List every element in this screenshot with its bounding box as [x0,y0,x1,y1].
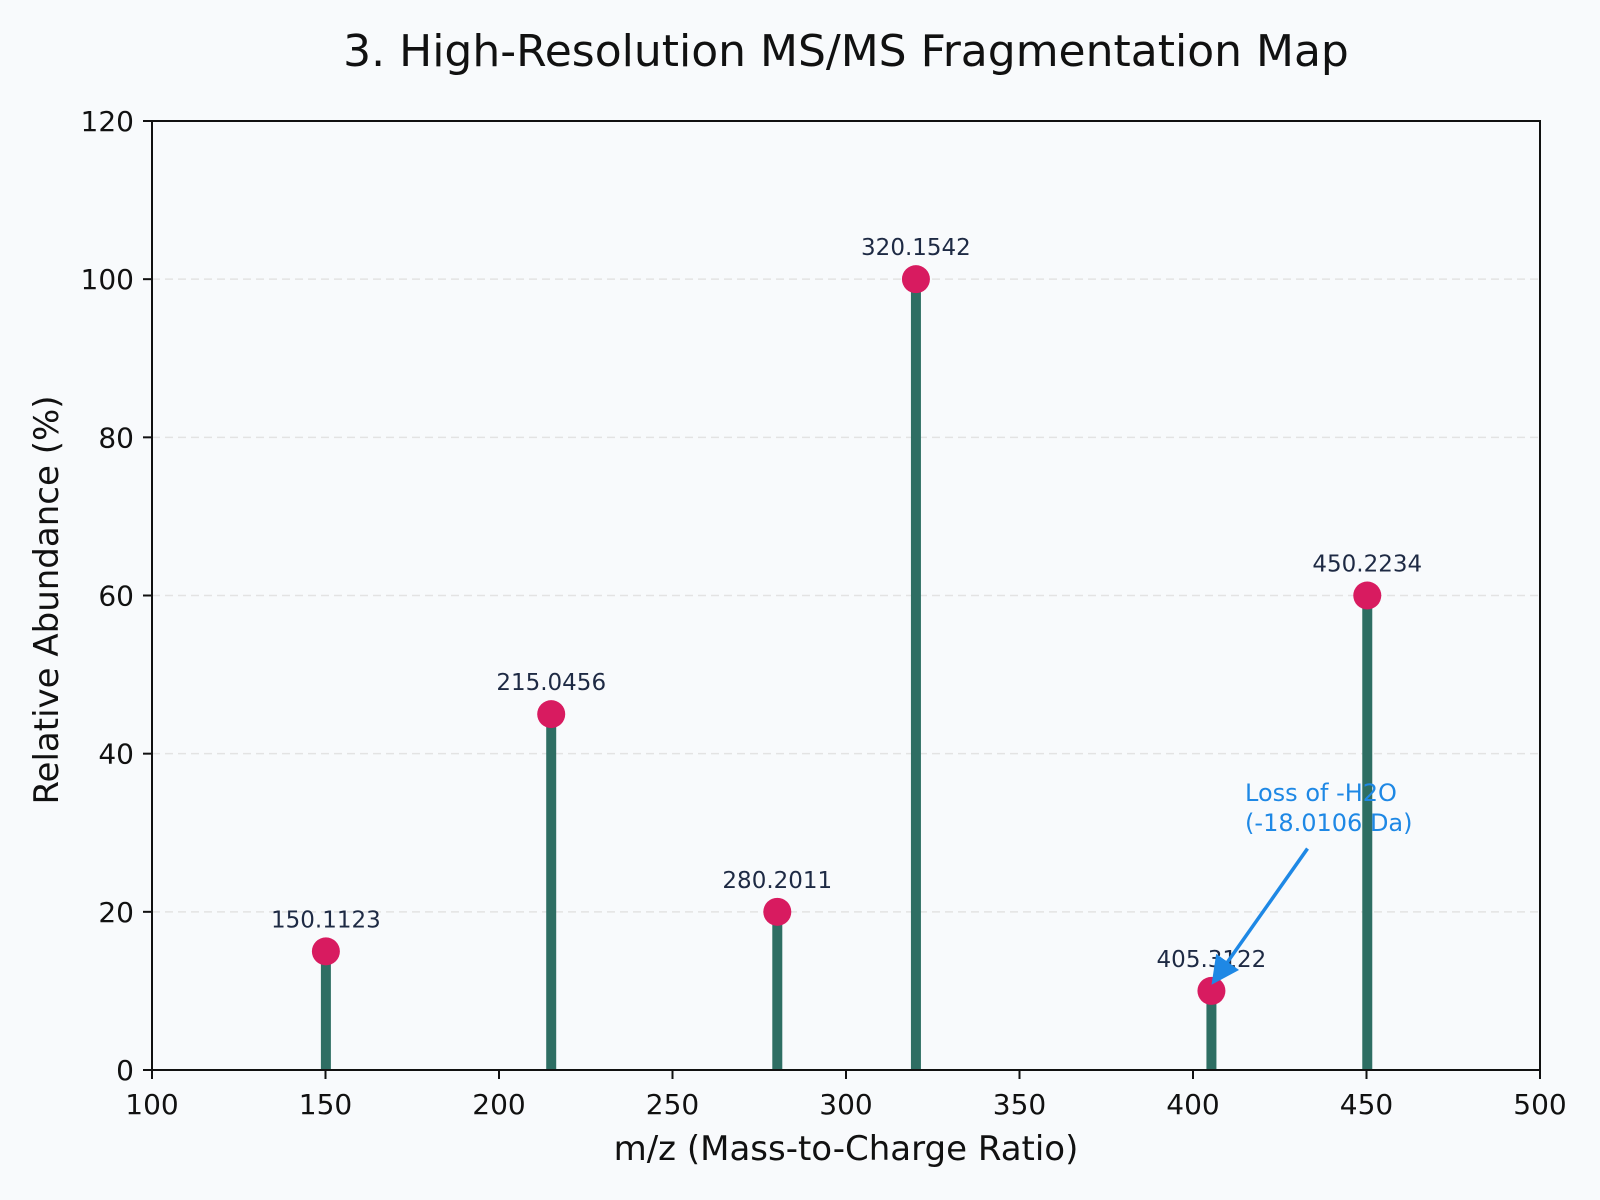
peak-marker [1353,581,1382,610]
annotation-text: (-18.0106 Da) [1245,809,1412,837]
annotation-layer: Loss of -H2O(-18.0106 Da) [1211,779,1413,985]
y-axis-label: Relative Abundance (%) [27,395,67,804]
peak-label: 405.3122 [1157,947,1267,973]
x-tick-label: 300 [819,1088,872,1121]
annotation-text: Loss of -H2O [1245,779,1397,807]
x-tick-label: 350 [993,1088,1046,1121]
peak-label: 150.1123 [271,907,381,933]
peak-marker [763,897,792,926]
peak-label: 280.2011 [722,868,832,894]
grid-layer [152,278,1540,913]
y-tick-label: 60 [98,580,134,613]
peak-marker [537,700,566,729]
x-tick-label: 150 [299,1088,352,1121]
x-tick-label: 100 [125,1088,178,1121]
peak-label: 215.0456 [496,670,606,696]
x-tick-label: 500 [1513,1088,1566,1121]
y-tick-label: 0 [116,1054,134,1087]
x-tick-label: 200 [472,1088,525,1121]
peak-marker [1197,976,1226,1005]
y-tick-label: 20 [98,896,134,929]
y-tick-label: 100 [81,263,134,296]
x-tick-label: 400 [1166,1088,1219,1121]
x-tick-label: 250 [646,1088,699,1121]
y-tick-label: 80 [98,421,134,454]
peak-label: 450.2234 [1312,552,1422,578]
annotation-arrow [1211,847,1309,985]
x-tick-label: 450 [1340,1088,1393,1121]
peak-marker [311,937,340,966]
peak-label: 320.1542 [861,235,971,261]
stem-layer: 150.1123 215.0456 280.2011 320.1542 405.3122… [271,235,1422,1070]
axes-layer: 100 150 200 250 300 350 400 450 500 0 20 40 60 80 100 1… [81,105,1567,1121]
y-tick-label: 120 [81,105,134,138]
peak-marker [901,265,930,294]
chart-title: 3. High-Resolution MS/MS Fragmentation M… [343,26,1349,77]
x-axis-label: m/z (Mass-to-Charge Ratio) [614,1129,1079,1169]
y-tick-label: 40 [98,738,134,771]
